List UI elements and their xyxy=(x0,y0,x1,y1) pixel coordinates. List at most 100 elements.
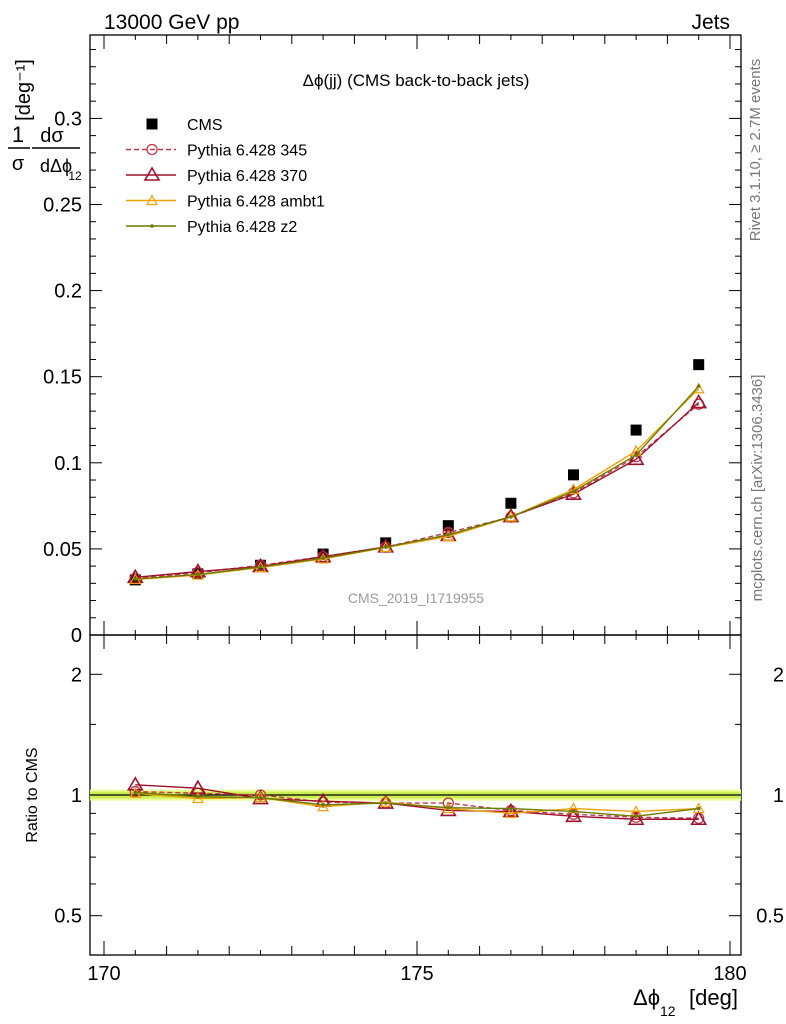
ratio-line-p345 xyxy=(135,790,699,819)
main-y-tick-label: 0 xyxy=(71,625,82,647)
main-x-ticks xyxy=(103,35,731,635)
main-y-tick-label: 0.2 xyxy=(54,281,82,303)
header-process-label: Jets xyxy=(691,11,730,34)
ratio-point-p370 xyxy=(627,810,645,826)
ratio-y-tick-label-right: 1 xyxy=(773,785,784,807)
x-label-symbol: Δϕ xyxy=(633,985,660,1010)
mcplots-label: mcplots.cern.ch [arXiv:1306.3436] xyxy=(749,375,766,602)
main-line-ambt1 xyxy=(135,388,700,581)
ratio-point-p345 xyxy=(129,785,141,798)
main-point-z2 xyxy=(446,532,451,537)
legend-label-p345: Pythia 6.428 345 xyxy=(187,143,307,160)
main-point-cms xyxy=(693,359,705,371)
legend-label-p370: Pythia 6.428 370 xyxy=(187,168,307,185)
main-point-cms xyxy=(568,469,579,481)
ratio-y-tick-label: 1 xyxy=(71,785,82,807)
x-label-unit: [deg] xyxy=(689,985,738,1010)
ratio-reference-band xyxy=(90,789,741,801)
y-label-sub: 12 xyxy=(68,169,82,183)
main-point-p370 xyxy=(627,450,645,466)
ratio-point-z2 xyxy=(696,806,701,811)
main-point-cms xyxy=(630,424,642,436)
ratio-series-group xyxy=(126,776,708,826)
ratio-line-z2 xyxy=(135,791,699,817)
main-panel: 0 0.05 0.1 0.15 0.2 0.25 0.3 Δϕ(jj) (CMS back-… xyxy=(43,34,742,647)
legend-marker-cms xyxy=(146,118,158,130)
ratio-point-z2 xyxy=(509,806,513,811)
main-point-z2 xyxy=(383,545,388,549)
legend-marker-z2 xyxy=(150,224,154,228)
main-series-group xyxy=(126,359,708,586)
x-tick-label: 170 xyxy=(87,963,120,985)
ratio-point-z2 xyxy=(321,803,325,807)
rivet-version-label: Rivet 3.1.10, ≥ 2.7M events xyxy=(747,59,764,242)
main-y-axis-label: 1 σ dσ dΔϕ 12 [deg⁻¹] xyxy=(8,59,82,183)
ratio-point-p370 xyxy=(126,776,144,791)
ratio-y-axis: 0.5 0.5 1 1 2 2 xyxy=(54,664,784,927)
main-point-z2 xyxy=(696,384,701,388)
main-point-z2 xyxy=(634,453,638,457)
x-tick-label: 180 xyxy=(713,963,746,985)
main-point-z2 xyxy=(258,565,263,569)
ratio-point-z2 xyxy=(634,814,638,819)
main-point-p370 xyxy=(126,568,144,584)
main-y-axis: 0 0.05 0.1 0.15 0.2 0.25 0.3 xyxy=(43,49,741,647)
watermark-label: CMS_2019_I1719955 xyxy=(348,590,484,606)
ratio-point-z2 xyxy=(446,805,451,810)
main-point-z2 xyxy=(321,556,325,560)
main-y-tick-label: 0.1 xyxy=(54,453,82,475)
legend-marker-p370 xyxy=(143,166,161,181)
ratio-point-ambt1 xyxy=(692,802,705,814)
main-line-p370 xyxy=(135,402,700,579)
main-point-p370 xyxy=(189,563,207,578)
ratio-line-p370 xyxy=(135,784,699,820)
ratio-y-tick-label-right: 0.5 xyxy=(756,906,784,928)
header-energy-label: 13000 GeV pp xyxy=(104,11,239,34)
main-point-z2 xyxy=(133,577,138,581)
ratio-y-tick-label: 0.5 xyxy=(54,906,82,928)
y-label-num: 1 xyxy=(12,122,24,147)
main-y-tick-label: 0.3 xyxy=(54,108,82,130)
main-y-tick-label: 0.15 xyxy=(43,367,82,389)
ratio-point-p370 xyxy=(502,802,520,818)
ratio-panel: 0.5 0.5 1 1 2 2 170 175 180 Ratio to CMS xyxy=(24,634,784,985)
legend-marker-ambt1 xyxy=(145,194,159,206)
main-point-z2 xyxy=(571,489,576,494)
ratio-point-ambt1 xyxy=(379,795,392,807)
main-title: Δϕ(jj) (CMS back-to-back jets) xyxy=(303,71,530,90)
x-label-sub: 12 xyxy=(660,1003,676,1019)
ratio-y-axis-label: Ratio to CMS xyxy=(24,747,41,842)
main-point-ambt1 xyxy=(442,530,455,542)
main-y-tick-label: 0.25 xyxy=(43,195,82,217)
y-label-dsigma: dσ xyxy=(40,125,64,147)
ratio-point-z2 xyxy=(133,790,138,795)
y-label-dphi: dΔϕ xyxy=(40,156,72,176)
ratio-point-z2 xyxy=(383,801,388,805)
ratio-point-ambt1 xyxy=(504,807,517,818)
ratio-point-p370 xyxy=(690,810,708,826)
ratio-y-tick-label-right: 2 xyxy=(773,664,784,686)
x-axis: 170 175 180 xyxy=(87,635,747,985)
legend: CMS Pythia 6.428 345 Pythia 6.428 370 Pythi… xyxy=(126,117,325,236)
main-y-tick-label: 0.05 xyxy=(43,539,82,561)
main-point-ambt1 xyxy=(567,483,580,495)
ratio-point-ambt1 xyxy=(191,792,204,804)
main-point-z2 xyxy=(509,515,513,519)
main-line-p345 xyxy=(135,403,700,580)
main-point-cms xyxy=(442,520,454,532)
y-label-unit: [deg⁻¹] xyxy=(13,59,35,121)
main-point-z2 xyxy=(196,572,200,577)
ratio-point-p370 xyxy=(565,807,582,823)
main-point-cms xyxy=(505,497,517,509)
ratio-point-ambt1 xyxy=(317,800,330,812)
legend-marker-p345 xyxy=(146,143,158,156)
legend-label-cms: CMS xyxy=(187,117,223,134)
y-label-den: σ xyxy=(12,153,25,175)
legend-label-z2: Pythia 6.428 z2 xyxy=(187,219,297,236)
legend-label-ambt1: Pythia 6.428 ambt1 xyxy=(187,194,325,211)
x-tick-label: 175 xyxy=(400,963,433,985)
x-axis-label: Δϕ 12 [deg] xyxy=(633,985,738,1019)
main-point-p370 xyxy=(690,393,708,409)
ratio-y-tick-label: 2 xyxy=(71,664,82,686)
